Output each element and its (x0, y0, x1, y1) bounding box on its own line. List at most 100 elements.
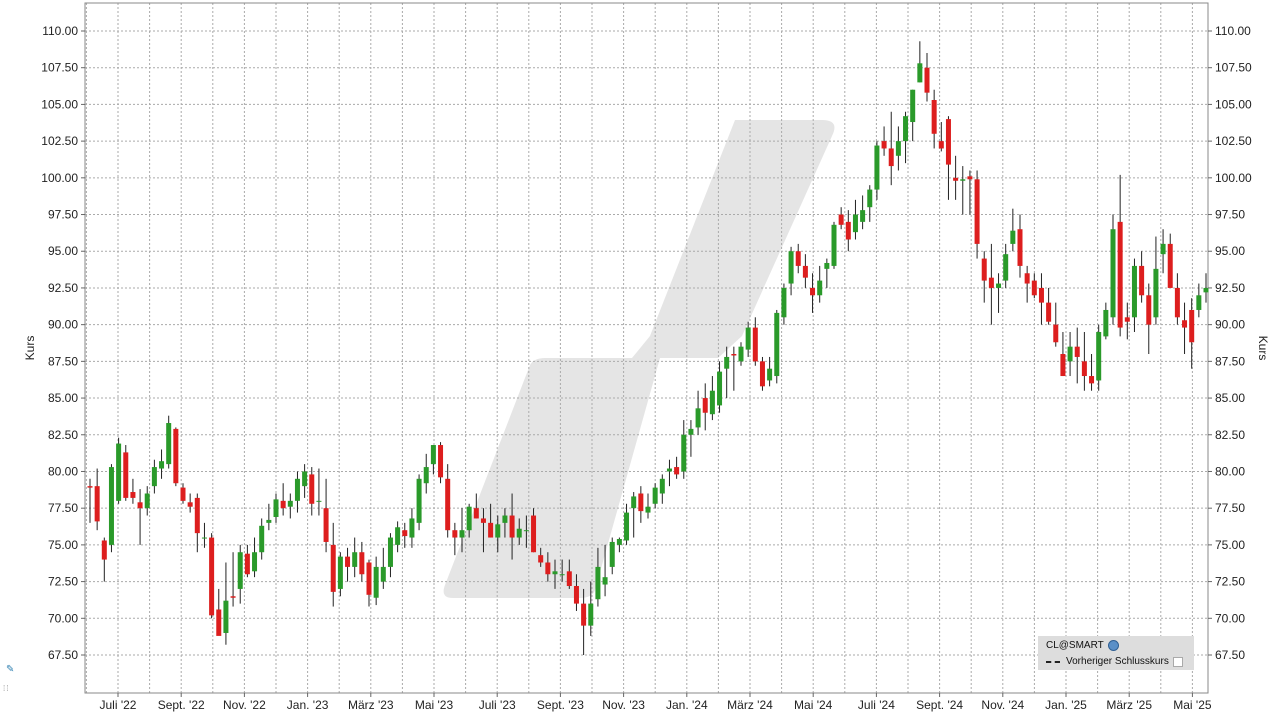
legend-label-previous-close: Vorheriger Schlusskurs (1066, 656, 1169, 667)
x-tick-label: Mai '24 (794, 698, 833, 712)
candle (910, 89, 916, 142)
y-tick-label: 102.50 (41, 134, 78, 148)
candle (173, 427, 179, 487)
candle (1081, 331, 1087, 391)
y-tick-label: 92.50 (48, 281, 78, 295)
y-tick-label-right: 90.00 (1215, 318, 1245, 332)
candle-body (838, 214, 844, 225)
candle (802, 254, 808, 288)
candle (223, 562, 229, 645)
checkbox-icon[interactable] (1172, 656, 1183, 667)
candle (151, 459, 157, 494)
resize-grip-icon[interactable]: ⁞⁞ (3, 684, 10, 693)
candle (996, 273, 1002, 313)
candle-body (1038, 287, 1044, 303)
y-tick-label: 97.50 (48, 208, 78, 222)
candle (108, 464, 114, 553)
candle-body (810, 287, 816, 296)
candle (1146, 283, 1152, 355)
candle-body (223, 600, 229, 633)
candle-body (108, 467, 114, 545)
candle-body (802, 265, 808, 278)
candle (495, 515, 501, 553)
candle-body (159, 461, 165, 469)
candle-body (1117, 221, 1123, 328)
candle-body (788, 251, 794, 284)
candle (616, 537, 622, 553)
candle (1189, 298, 1195, 369)
dashed-line-icon (1046, 660, 1060, 663)
candle (302, 464, 308, 498)
legend-item-series[interactable]: CL@SMART (1046, 640, 1119, 651)
candle (416, 474, 422, 531)
candle (137, 489, 143, 545)
candle-body (1146, 295, 1152, 325)
candle-body (130, 492, 136, 498)
candle (87, 478, 93, 523)
candle (1067, 331, 1073, 377)
candle-body (402, 530, 408, 537)
candle (895, 126, 901, 171)
candle (473, 493, 479, 519)
candle-body (352, 552, 358, 567)
candle (1046, 287, 1052, 325)
candle (759, 356, 765, 391)
candle (459, 508, 465, 553)
candle-body (845, 221, 851, 240)
candle (881, 126, 887, 156)
candle (717, 361, 723, 413)
candle-body (674, 467, 680, 475)
candle-body (981, 258, 987, 281)
candle (244, 544, 250, 578)
candle-body (423, 467, 429, 484)
x-tick-label: Sept. '23 (537, 698, 584, 712)
candle (638, 486, 644, 523)
candle-body (209, 537, 215, 616)
candle (538, 547, 544, 567)
y-tick-label: 95.00 (48, 244, 78, 258)
grid (85, 3, 1208, 693)
candle (1117, 174, 1123, 337)
candle-body (123, 452, 129, 498)
plot-area-border (84, 2, 1209, 694)
candle-body (252, 552, 258, 572)
candle (488, 503, 494, 538)
candle (1174, 273, 1180, 325)
candle (266, 503, 272, 531)
candle-body (1131, 265, 1137, 318)
candle (523, 515, 529, 548)
y-tick-label-right: 107.50 (1215, 61, 1252, 75)
candle-body (1017, 229, 1023, 266)
candle-body (931, 100, 937, 134)
candle (724, 346, 730, 399)
candle (259, 518, 265, 560)
candle-body (1124, 317, 1130, 322)
candle (903, 111, 909, 164)
candle-body (1096, 331, 1102, 381)
candle (366, 559, 372, 607)
candle-body (795, 251, 801, 266)
candle (316, 468, 322, 516)
drawing-tool-icon[interactable]: ✎ (6, 664, 15, 675)
legend-item-previous-close[interactable]: Vorheriger Schlusskurs (1046, 656, 1183, 667)
x-tick-label: Nov. '24 (981, 698, 1024, 712)
candle (624, 503, 630, 545)
candle (187, 493, 193, 513)
candle (631, 492, 637, 538)
candle-body (988, 277, 994, 288)
candle-body (616, 539, 622, 545)
candle-body (953, 177, 959, 181)
candle-body (216, 609, 222, 636)
candle-body (938, 141, 944, 149)
candle-body (101, 540, 107, 560)
candle-body (924, 67, 930, 93)
legend-label-series: CL@SMART (1046, 640, 1104, 651)
candle-body (1203, 287, 1209, 293)
candle (330, 522, 336, 607)
y-axis-label-right: Kurs (1256, 336, 1270, 361)
candle-body (566, 571, 572, 586)
y-tick-label: 87.50 (48, 354, 78, 368)
candle-body (495, 524, 501, 538)
candle (445, 464, 451, 538)
